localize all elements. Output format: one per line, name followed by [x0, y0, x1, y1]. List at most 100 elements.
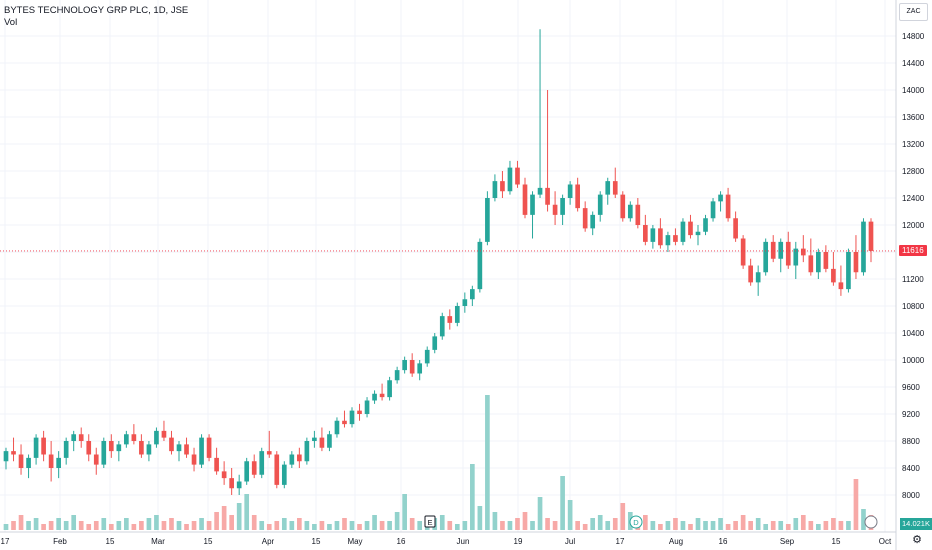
y-tick-label: 12400 — [902, 194, 925, 203]
candle-body — [56, 457, 61, 468]
candle-body — [748, 265, 753, 283]
candle-body — [552, 204, 558, 215]
x-tick-label: 15 — [106, 537, 115, 546]
candle-body — [221, 471, 227, 479]
y-tick-label: 8400 — [902, 464, 920, 473]
candle-body — [658, 228, 663, 246]
candle-body — [673, 235, 678, 242]
candle-body — [289, 454, 295, 465]
candle-body — [462, 299, 468, 306]
candle-body — [530, 194, 535, 215]
volume-bar — [658, 524, 663, 530]
candle-body — [304, 441, 310, 462]
volume-bar — [462, 521, 468, 530]
candle-body — [823, 252, 829, 269]
y-tick-label: 10400 — [902, 329, 925, 338]
candle-body — [33, 437, 39, 458]
candle-body — [808, 255, 814, 273]
candle-body — [101, 441, 107, 465]
candle-body — [522, 184, 528, 215]
y-tick-label: 12000 — [902, 221, 925, 230]
volume-bar — [718, 518, 723, 530]
volume-bar — [439, 515, 445, 530]
volume-bar — [417, 521, 423, 530]
candle-body — [214, 457, 219, 472]
volume-bar — [522, 512, 528, 530]
volume-bar — [394, 512, 400, 530]
candle-body — [733, 218, 738, 239]
earnings-marker — [424, 515, 436, 528]
candle-body — [266, 451, 272, 455]
candle-body — [297, 454, 302, 462]
candle-body — [710, 201, 716, 219]
volume-bar — [853, 479, 859, 530]
candle-body — [853, 252, 859, 273]
candle-body — [740, 238, 746, 266]
candle-body — [725, 194, 731, 219]
currency-button[interactable]: ZAC — [899, 3, 928, 21]
volume-bar — [831, 518, 836, 530]
candle-body — [206, 437, 212, 458]
volume-bar — [755, 518, 761, 530]
candle-body — [545, 187, 550, 205]
candle-body — [560, 198, 565, 215]
volume-bar — [470, 464, 475, 530]
volume-bar — [552, 521, 558, 530]
volume-bar — [229, 515, 234, 530]
x-tick-label: 16 — [719, 537, 728, 546]
candle-body — [199, 437, 204, 465]
x-tick-label: 19 — [514, 537, 523, 546]
x-tick-label: 17 — [1, 537, 10, 546]
candle-body — [778, 241, 784, 259]
chart-legend: BYTES TECHNOLOGY GRP PLC, 1D, JSE Vol — [4, 5, 188, 29]
volume-bar — [3, 524, 9, 530]
y-tick-label: 12800 — [902, 167, 925, 176]
candle-body — [409, 360, 415, 374]
candle-body — [394, 370, 400, 381]
candle-body — [71, 434, 77, 441]
volume-bar — [357, 524, 362, 530]
candle-body — [507, 167, 513, 192]
y-tick-label: 14400 — [902, 59, 925, 68]
volume-legend-label: Vol — [4, 17, 18, 28]
candle-body — [838, 282, 844, 290]
volume-bar — [387, 521, 392, 530]
volume-bar — [124, 518, 129, 530]
volume-bar — [199, 518, 204, 530]
candle-body — [176, 444, 182, 452]
volume-bar — [169, 518, 174, 530]
volume-bar — [703, 521, 708, 530]
candle-body — [281, 464, 287, 485]
candle-body — [364, 400, 370, 414]
candle-body — [402, 360, 407, 371]
candle-body — [379, 393, 385, 398]
x-tick-label: 17 — [616, 537, 625, 546]
volume-bar — [161, 521, 167, 530]
volume-bar — [281, 518, 287, 530]
candle-body — [191, 454, 197, 465]
candle-body — [718, 194, 723, 202]
volume-bar — [108, 524, 114, 530]
volume-bar — [319, 521, 325, 530]
volume-bar — [334, 521, 340, 530]
candle-body — [417, 363, 423, 374]
volume-bar — [665, 521, 671, 530]
candle-body — [327, 434, 332, 448]
volume-bar — [372, 515, 377, 530]
volume-bar — [567, 500, 573, 530]
candle-body — [755, 272, 761, 283]
lightning-icon — [864, 515, 878, 529]
volume-bar — [41, 524, 46, 530]
y-tick-label: 11200 — [902, 275, 924, 284]
volume-bar — [221, 506, 227, 530]
marker-label: D — [633, 518, 639, 527]
chart-settings-button[interactable]: ⚙ — [907, 533, 927, 547]
candle-body — [485, 198, 490, 242]
volume-bar — [63, 521, 69, 530]
y-tick-label: 14800 — [902, 32, 925, 41]
volume-bar — [590, 518, 596, 530]
volume-bar — [740, 515, 746, 530]
y-tick-label: 10000 — [902, 356, 925, 365]
volume-bar — [485, 395, 490, 530]
